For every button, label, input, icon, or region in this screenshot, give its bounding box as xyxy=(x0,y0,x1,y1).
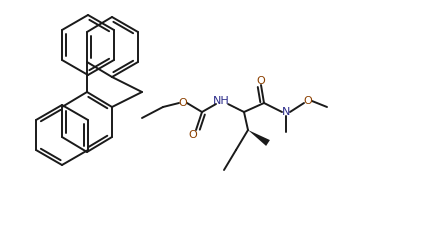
Text: N: N xyxy=(282,107,290,117)
Text: O: O xyxy=(189,130,197,140)
Polygon shape xyxy=(248,130,270,146)
Text: NH: NH xyxy=(213,96,229,106)
Text: O: O xyxy=(304,96,312,106)
Text: O: O xyxy=(257,76,265,86)
Text: O: O xyxy=(178,98,187,108)
